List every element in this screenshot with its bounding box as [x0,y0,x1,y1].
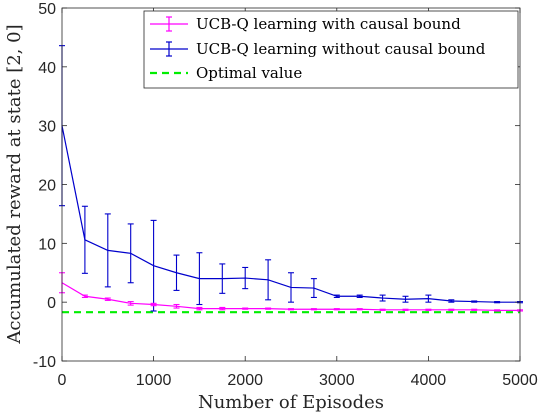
x-tick-label: 1000 [136,372,172,389]
series-0 [59,272,523,312]
x-axis-title: Number of Episodes [198,392,384,413]
y-tick-label: 10 [38,236,56,253]
y-tick-label: 50 [38,1,56,18]
x-tick-label: 4000 [411,372,447,389]
series-layer [59,45,523,314]
y-tick-label: 30 [38,119,56,136]
x-tick-label: 2000 [227,372,263,389]
legend-label-optimal: Optimal value [196,64,302,82]
legend-box [143,10,519,89]
legend-label-no-causal-bound: UCB-Q learning without causal bound [196,40,486,58]
legend-marker-causal-bound [150,16,188,32]
y-tick-label: 0 [47,295,56,312]
series-line [61,125,520,303]
x-tick-label: 0 [58,372,67,389]
legend-marker-no-causal-bound [150,41,188,57]
plot-frame [61,7,521,362]
legend-label-causal-bound: UCB-Q learning with causal bound [196,15,461,33]
y-tick-label: -10 [33,354,56,371]
legend: UCB-Q learning with causal bound UCB-Q l… [143,10,519,89]
x-tick-label: 3000 [319,372,355,389]
x-tick-label: 5000 [502,372,538,389]
y-tick-label: 40 [38,60,56,77]
series-line [61,282,520,311]
y-tick-label: 20 [38,178,56,195]
y-axis-title: Accumulated reward at state [2, 0] [4,24,25,344]
